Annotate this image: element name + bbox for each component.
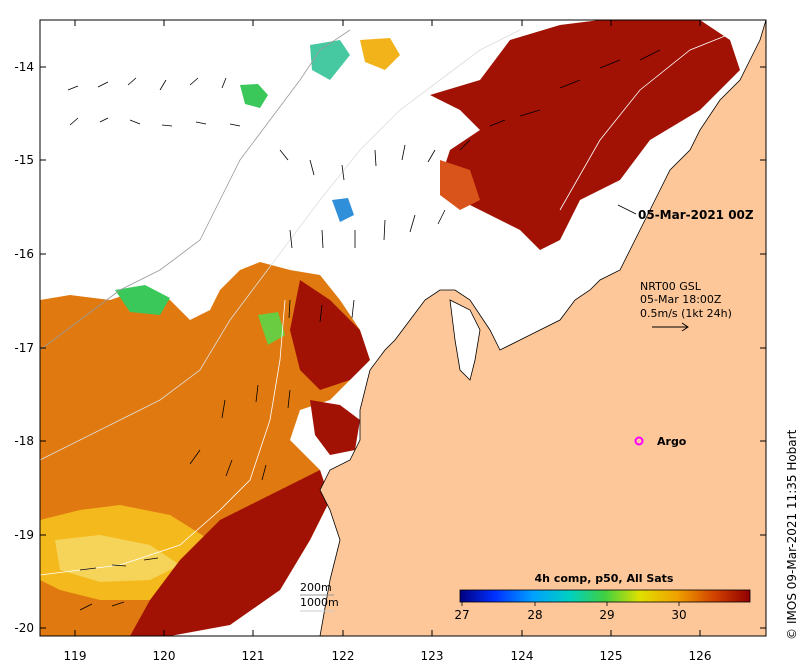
lon-tick-label: 121 [242, 649, 265, 663]
colorbar-tick-label: 27 [454, 608, 469, 622]
sst-patch-bay [310, 400, 360, 455]
lat-tick-label: -18 [14, 434, 34, 448]
current-label-line2: 05-Mar 18:00Z [640, 293, 722, 306]
colorbar-title: 4h comp, p50, All Sats [535, 572, 674, 585]
lon-tick-label: 119 [64, 649, 87, 663]
copyright-symbol: © [785, 628, 799, 640]
colorbar-ticks [461, 602, 680, 606]
sst-patch-north-yellow [360, 38, 400, 70]
map-content [40, 20, 766, 636]
sst-patch-southwest-pale [55, 535, 180, 582]
colorbar-tick-label: 28 [527, 608, 542, 622]
lat-tick-label: -19 [14, 528, 34, 542]
land-gulf-notch [449, 299, 481, 381]
isobath-1000m [40, 29, 521, 461]
lat-tick-label: -14 [14, 60, 34, 74]
sst-patch-coast-mid [290, 280, 370, 390]
lon-tick-label: 126 [689, 649, 712, 663]
lat-tick-label: -16 [14, 247, 34, 261]
plot-frame [39, 19, 767, 637]
sst-patch-cool-5 [258, 312, 285, 345]
current-label-line3: 0.5m/s (1kt 24h) [640, 307, 732, 320]
isobath-white [40, 29, 741, 576]
colorbar-tick-label: 29 [599, 608, 614, 622]
lon-tick-label: 124 [511, 649, 534, 663]
lon-tick-label: 123 [421, 649, 444, 663]
lat-tick-label: -15 [14, 153, 34, 167]
current-vectors [67, 49, 661, 611]
argo-marker-icon[interactable] [634, 436, 644, 446]
isobath-legend-1000m: 1000m [300, 596, 339, 609]
isobath-legend-200m: 200m [300, 581, 332, 594]
sst-patch-cool-4 [115, 285, 170, 315]
argo-label: Argo [657, 435, 687, 448]
lon-ticks [74, 20, 701, 636]
sst-patch-northeast [430, 20, 740, 250]
lon-tick-label: 125 [600, 649, 623, 663]
isobath-200m [40, 29, 351, 351]
current-scale-arrow [652, 322, 689, 332]
current-label-line1: NRT00 GSL [640, 280, 702, 293]
lat-tick-label: -17 [14, 341, 34, 355]
colorbar [459, 589, 751, 603]
date-label: 05-Mar-2021 00Z [638, 208, 754, 222]
lat-ticks [40, 66, 766, 629]
lat-tick-label: -20 [14, 621, 34, 635]
sst-patch-south-dark [130, 470, 330, 636]
colorbar-tick-label: 30 [671, 608, 686, 622]
credit-label: IMOS 09-Mar-2021 11:35 Hobart [785, 429, 799, 624]
date-leader-line [617, 204, 637, 215]
land-mainland [319, 20, 766, 636]
lon-tick-label: 122 [332, 649, 355, 663]
sst-patch-cool-1 [240, 84, 268, 108]
sst-patch-north-orange [440, 160, 480, 210]
sst-patch-cool-3 [332, 198, 354, 222]
lon-tick-label: 120 [153, 649, 176, 663]
